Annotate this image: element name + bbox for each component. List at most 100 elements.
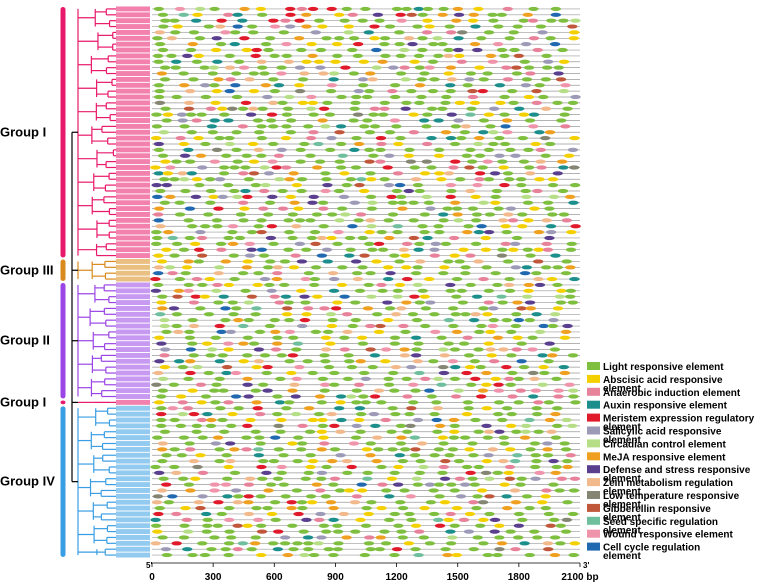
cis-element [492, 42, 504, 47]
cis-element [558, 165, 569, 170]
cis-element [439, 265, 450, 270]
cis-element [567, 100, 579, 106]
cis-element [540, 136, 551, 141]
cis-element [410, 523, 422, 528]
cis-element [370, 423, 381, 428]
cis-element [276, 65, 287, 70]
cis-element [423, 200, 435, 205]
cis-element [318, 435, 329, 440]
gene-name-strip [116, 529, 150, 535]
cis-element [197, 435, 208, 440]
cis-element [560, 329, 572, 335]
cis-element [516, 182, 527, 188]
cis-element [517, 224, 528, 229]
cis-element [213, 77, 224, 82]
cis-element [529, 376, 540, 382]
cis-element [273, 447, 285, 452]
cis-element [256, 464, 267, 470]
cis-element [430, 329, 441, 335]
cis-element [256, 229, 267, 235]
cis-element [358, 59, 370, 64]
cis-element [201, 529, 212, 534]
cis-element [384, 130, 396, 135]
cis-element [329, 423, 340, 428]
cis-element [262, 212, 274, 217]
cis-element [450, 312, 461, 317]
cis-element [464, 447, 475, 452]
cis-element [448, 323, 459, 329]
cis-element [159, 347, 171, 352]
cis-element [379, 529, 390, 534]
cis-element [231, 94, 243, 100]
cis-element [465, 112, 476, 117]
cis-element [188, 412, 200, 417]
cis-element [240, 165, 251, 170]
cis-element [394, 282, 406, 288]
gene-name-strip [116, 405, 150, 411]
cis-element [305, 494, 317, 499]
cis-element [328, 505, 339, 511]
cis-element [341, 6, 352, 12]
cis-element [306, 94, 317, 100]
cis-element [469, 42, 481, 47]
cis-element [195, 229, 206, 235]
cis-element [262, 265, 274, 270]
gene-name-strip [116, 452, 150, 458]
axis-tick-label: 1500 [447, 572, 470, 583]
cis-element [213, 300, 224, 305]
cis-element [159, 323, 170, 329]
cis-element [302, 124, 314, 129]
cis-element [221, 370, 232, 376]
cis-element [212, 523, 223, 528]
cis-element [555, 300, 567, 305]
cis-element [353, 382, 365, 387]
cis-element [568, 388, 579, 393]
cis-element [422, 6, 434, 12]
cis-element [178, 12, 189, 17]
cis-element [240, 188, 251, 194]
cis-element [285, 118, 297, 123]
cis-element [368, 153, 379, 158]
cis-element [496, 541, 508, 546]
cis-element [557, 188, 569, 194]
gene-name-strip [116, 429, 150, 435]
cis-element [347, 323, 359, 329]
cis-element [364, 535, 375, 540]
cis-element [313, 541, 324, 546]
cis-element [158, 130, 170, 135]
cis-element [504, 464, 516, 470]
cis-element [410, 353, 422, 358]
cis-element [215, 241, 227, 246]
cis-element [499, 482, 510, 487]
cis-element [483, 288, 495, 293]
cis-element [312, 294, 323, 299]
cis-element [250, 312, 261, 317]
cis-element [528, 112, 540, 117]
cis-element [171, 241, 183, 246]
cis-element [380, 359, 391, 364]
cis-element [565, 453, 576, 458]
cis-element [251, 505, 262, 511]
cis-element [365, 194, 377, 199]
cis-element [438, 464, 450, 470]
legend-label: Cell cycle regulation element [603, 543, 700, 563]
cis-element [462, 335, 473, 340]
cis-element [320, 347, 332, 352]
cis-element [316, 470, 328, 475]
cis-element [283, 218, 294, 223]
cis-element [437, 12, 448, 17]
cis-element [480, 470, 492, 475]
legend-label: Auxin responsive element [603, 401, 728, 412]
legend-label: Salicylic acid responsive element [603, 427, 722, 447]
cis-element [177, 118, 188, 123]
cis-element [301, 247, 312, 252]
cis-element [307, 370, 318, 376]
cis-element [253, 453, 265, 458]
cis-element [214, 136, 225, 141]
gene-name-strip [116, 411, 150, 417]
cis-element [414, 370, 425, 376]
cis-element [233, 406, 244, 411]
cis-element [341, 535, 352, 540]
gene-name-strip [116, 82, 150, 88]
cis-element [187, 552, 198, 558]
